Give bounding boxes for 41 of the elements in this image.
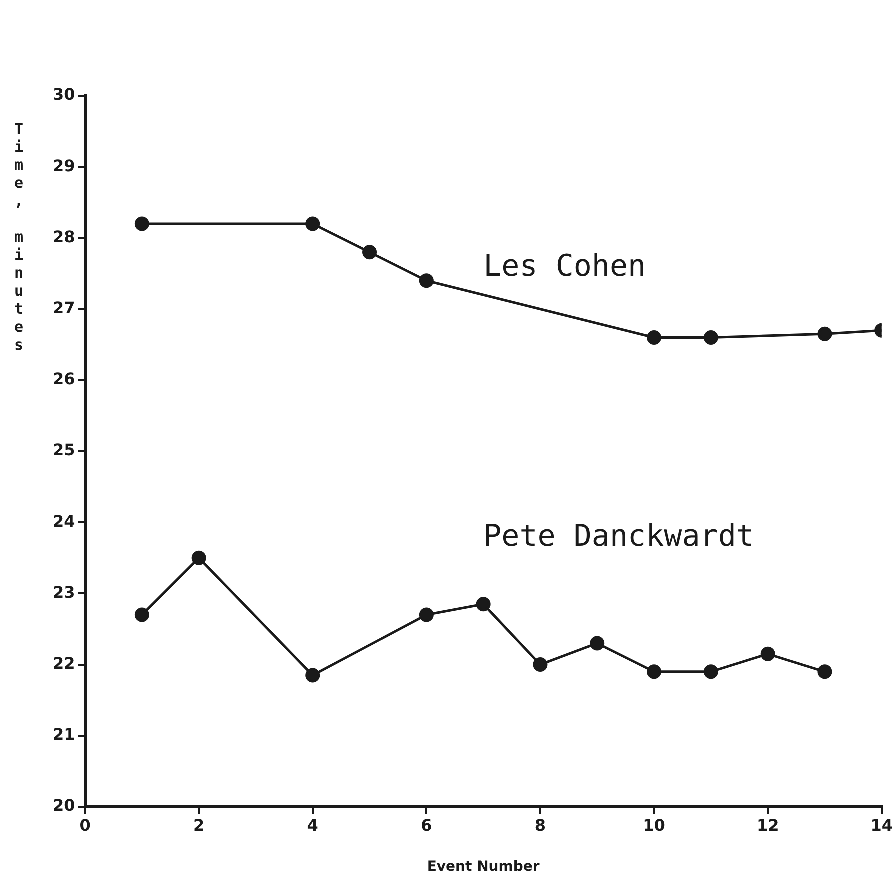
point xyxy=(134,608,150,622)
point xyxy=(362,245,378,260)
y-tick-label: 27 xyxy=(53,298,76,318)
x-tick-label: 6 xyxy=(421,816,432,835)
point xyxy=(419,608,434,622)
point xyxy=(704,664,718,680)
x-tick-label: 14 xyxy=(870,816,893,835)
x-axis-title: Event Number xyxy=(427,859,540,876)
y-tick-label: 25 xyxy=(53,440,76,460)
point xyxy=(818,326,832,342)
point xyxy=(818,664,832,680)
point xyxy=(192,550,206,566)
point xyxy=(647,664,662,680)
y-axis-title: Time, minutes xyxy=(9,120,28,354)
point xyxy=(704,330,718,345)
y-tick-label: 23 xyxy=(53,582,76,602)
x-tick-label: 8 xyxy=(534,816,546,835)
point xyxy=(590,636,605,651)
y-tick-label: 21 xyxy=(53,725,76,744)
y-tick-label: 28 xyxy=(53,227,76,246)
point xyxy=(533,658,548,672)
x-tick-label: 0 xyxy=(80,816,91,835)
series-label: Les Cohen xyxy=(484,248,646,284)
y-tick-label: 20 xyxy=(53,796,76,816)
y-tick-label: 29 xyxy=(53,156,76,176)
x-tick-label: 12 xyxy=(756,816,780,835)
y-tick-label: 24 xyxy=(53,512,76,531)
point xyxy=(476,597,491,612)
x-tick-label: 10 xyxy=(643,816,666,835)
series-label: Pete Danckwardt xyxy=(484,518,755,554)
point xyxy=(419,274,434,288)
x-tick-label: 4 xyxy=(307,816,318,835)
point xyxy=(306,216,320,232)
point xyxy=(134,216,150,232)
y-tick-label: 26 xyxy=(53,370,76,389)
point xyxy=(647,330,662,345)
x-tick-label: 2 xyxy=(193,816,205,835)
point xyxy=(306,668,320,683)
y-tick-label: 30 xyxy=(53,85,76,104)
y-tick-label: 22 xyxy=(53,654,76,673)
point xyxy=(760,646,776,662)
